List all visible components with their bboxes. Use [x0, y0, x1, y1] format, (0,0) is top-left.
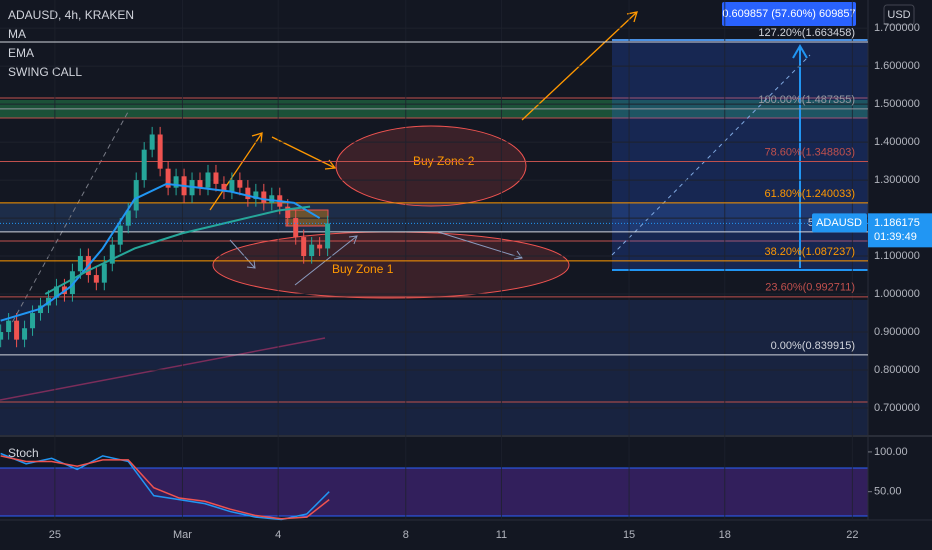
- candle-body: [317, 244, 323, 249]
- y-tick-label: 1.300000: [874, 174, 920, 186]
- y-tick-label: 1.000000: [874, 288, 920, 300]
- y-tick-label: 0.700000: [874, 402, 920, 414]
- candle-body: [133, 180, 139, 211]
- stoch-line: [0, 452, 330, 521]
- stoch-band: [0, 468, 868, 516]
- x-tick-label: 15: [623, 529, 635, 541]
- candle-body: [117, 225, 123, 245]
- fib-zone: [0, 203, 868, 232]
- ma-line: [44, 205, 311, 295]
- trend-line: [0, 337, 326, 401]
- candle-body: [165, 168, 171, 188]
- fib-label: 78.60%(1.348803): [764, 146, 855, 158]
- candle-body: [69, 271, 75, 295]
- x-tick-label: 18: [719, 529, 731, 541]
- y-tick-label: 1.700000: [874, 22, 920, 34]
- ma-line: [0, 182, 321, 322]
- measure-text: 0.609857 (57.60%) 609857: [722, 8, 855, 20]
- countdown-text: 01:39:49: [874, 231, 917, 243]
- candle-body: [77, 256, 83, 272]
- symbol-badge-text: ADAUSD: [816, 217, 862, 229]
- candle-body: [53, 286, 59, 298]
- candle-body: [22, 328, 28, 340]
- candle-body: [293, 218, 299, 238]
- fib-label: 100.00%(1.487355): [758, 94, 855, 106]
- fib-label: 0.00%(0.839915): [771, 340, 855, 352]
- x-tick-label: 22: [846, 529, 858, 541]
- x-tick-label: 25: [49, 529, 61, 541]
- price-badge-text: 1.186175: [874, 217, 920, 229]
- trend-line: [7, 111, 129, 331]
- candle-body: [325, 223, 331, 249]
- candle-body: [157, 134, 163, 169]
- candle-body: [301, 237, 307, 257]
- fib-label: 38.20%(1.087237): [764, 246, 855, 258]
- y-tick-label: 1.500000: [874, 98, 920, 110]
- symbol-badge: [812, 213, 867, 233]
- y-tick-label: 1.600000: [874, 60, 920, 72]
- fib-label: 23.60%(0.992711): [765, 282, 855, 294]
- candle-body: [6, 320, 12, 333]
- candle-body: [213, 172, 219, 184]
- stoch-line: [0, 455, 330, 520]
- candle-body: [205, 172, 211, 188]
- y-tick-label: 1.400000: [874, 136, 920, 148]
- buy-zone: [335, 125, 527, 207]
- candle-body: [245, 187, 251, 200]
- x-tick-label: 4: [275, 529, 281, 541]
- arrow-head: [792, 44, 808, 59]
- pane-title: Stoch: [8, 446, 39, 460]
- x-tick-label: 8: [403, 529, 409, 541]
- candle-body: [285, 206, 291, 219]
- candle-body: [269, 195, 275, 203]
- symbol-title: ADAUSD, 4h, KRAKEN: [8, 8, 134, 22]
- candle-body: [309, 244, 315, 257]
- zone-label: Buy Zone 1: [332, 262, 394, 276]
- candle-body: [149, 134, 155, 150]
- candle-body: [173, 176, 179, 188]
- candle-body: [109, 244, 115, 264]
- legend-entry: EMA: [8, 46, 34, 60]
- candle-body: [237, 180, 243, 188]
- candle-body: [30, 313, 36, 329]
- candle-body: [101, 263, 107, 283]
- y-tick-label: 0.900000: [874, 326, 920, 338]
- candle-body: [253, 191, 259, 200]
- candle-body: [261, 191, 267, 203]
- fib-zone: [0, 300, 868, 435]
- candle-body: [197, 180, 203, 188]
- candle-body: [141, 149, 147, 181]
- x-tick-label: 11: [496, 529, 507, 541]
- candle-body: [14, 320, 20, 340]
- candle-body: [125, 210, 131, 226]
- fib-label: 61.80%(1.240033): [764, 188, 855, 200]
- fib-label: 127.20%(1.663458): [758, 27, 855, 39]
- x-tick-label: Mar: [173, 529, 192, 541]
- candle-body: [93, 275, 99, 283]
- currency-label[interactable]: USD: [887, 9, 910, 21]
- candle-body: [0, 332, 4, 340]
- currency-button[interactable]: [883, 4, 915, 26]
- legend-entry: MA: [8, 27, 26, 41]
- y-tick-label: 0.800000: [874, 364, 920, 376]
- position-box: [612, 40, 868, 271]
- y-tick-label: 50.00: [874, 486, 902, 498]
- candle-body: [221, 183, 227, 192]
- y-tick-label: 1.100000: [874, 250, 920, 262]
- measure-badge: [722, 2, 856, 26]
- projection-line: [611, 54, 811, 256]
- indicator-name: SWING CALL: [8, 65, 82, 79]
- candle-body: [229, 180, 235, 192]
- price-badge: [868, 213, 932, 248]
- y-tick-label: 100.00: [874, 446, 908, 458]
